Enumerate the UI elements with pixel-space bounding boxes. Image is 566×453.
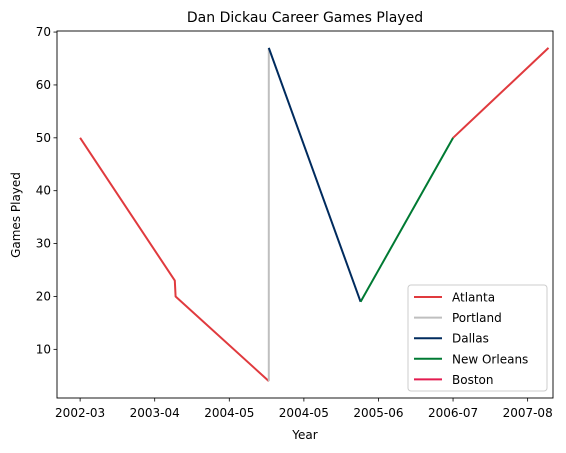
series-line-3	[267, 47, 362, 303]
y-tick-label: 60	[36, 78, 51, 92]
legend: Atlanta Portland Dallas New Orleans Boston	[407, 284, 548, 392]
y-tick-label: 50	[36, 131, 51, 145]
legend-box	[407, 284, 548, 392]
x-tick-label: 2004-05	[204, 406, 254, 420]
x-tick-label: 2004-05	[279, 406, 329, 420]
y-axis-label: Games Played	[9, 172, 23, 258]
y-tick-label: 40	[36, 184, 51, 198]
chart-title: Dan Dickau Career Games Played	[187, 10, 423, 26]
y-axis: 10 20 30 40 50 60 70	[36, 25, 57, 356]
x-tick-label: 2003-04	[130, 406, 180, 420]
plot-frame	[56, 30, 554, 399]
x-tick-label: 2002-03	[55, 406, 105, 420]
legend-label: Portland	[452, 311, 502, 325]
legend-label: New Orleans	[452, 352, 528, 366]
series-layer	[79, 47, 550, 382]
y-tick-label: 20	[36, 289, 51, 303]
y-tick-label: 70	[36, 25, 51, 39]
series-line-5	[452, 47, 550, 139]
legend-label: Dallas	[452, 332, 489, 346]
y-tick-label: 30	[36, 237, 51, 251]
x-tick-label: 2006-07	[428, 406, 478, 420]
x-axis: 2002-03 2003-04 2004-05 2004-05 2005-06 2006-…	[55, 398, 553, 420]
legend-label: Boston	[452, 373, 493, 387]
x-tick-label: 2007-08	[503, 406, 553, 420]
y-tick-label: 10	[36, 342, 51, 356]
series-line-4	[359, 137, 454, 303]
legend-label: Atlanta	[452, 291, 495, 305]
x-tick-label: 2005-06	[353, 406, 403, 420]
series-line-1	[79, 137, 270, 382]
x-axis-label: Year	[291, 428, 317, 442]
